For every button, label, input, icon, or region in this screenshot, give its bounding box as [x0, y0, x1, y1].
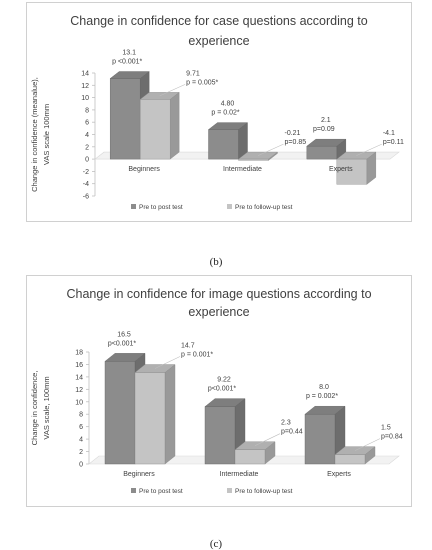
x-category-label: Intermediate [223, 166, 262, 173]
data-label-leader [257, 143, 284, 156]
legend-swatch [227, 204, 232, 209]
y-tick-label: 6 [85, 120, 89, 127]
y-tick-label: 0 [79, 462, 83, 469]
y-tick-label: 14 [75, 374, 83, 381]
x-category-label: Experts [329, 166, 353, 173]
y-tick-label: 6 [79, 424, 83, 431]
legend-label: Pre to post test [139, 488, 183, 495]
y-tick-label: -2 [83, 169, 89, 176]
y-tick-label: -4 [83, 181, 89, 188]
chart-title-line: experience [188, 305, 249, 319]
y-tick-label: -6 [83, 194, 89, 201]
data-label-value: 1.5 [381, 425, 391, 432]
bar-side-face [164, 364, 176, 465]
data-label-value: 14.7 [181, 343, 195, 350]
data-label-p: p <0.001* [112, 59, 142, 66]
data-label-value: 16.5 [117, 331, 131, 338]
y-tick-label: 12 [75, 387, 83, 394]
legend-swatch [131, 488, 136, 493]
y-tick-label: 10 [81, 95, 89, 102]
data-label-p: p=0.85 [285, 139, 307, 146]
x-category-label: Beginners [128, 166, 160, 173]
chart-b-svg: Change in confidence for case questions … [30, 14, 404, 211]
data-label-value: 9.71 [186, 70, 200, 77]
y-tick-label: 4 [79, 437, 83, 444]
data-label-p: p = 0.005* [186, 79, 218, 86]
y-tick-label: 12 [81, 83, 89, 90]
legend-label: Pre to follow-up test [235, 488, 293, 495]
chart-panel-b: Change in confidence for case questions … [26, 2, 412, 222]
legend-swatch [227, 488, 232, 493]
y-axis-label-line: VAS scale 100mm [42, 104, 51, 165]
y-tick-label: 4 [85, 132, 89, 139]
data-label-value: 4.80 [221, 101, 235, 108]
y-tick-label: 10 [75, 399, 83, 406]
y-tick-label: 8 [85, 107, 89, 114]
data-label-p: p<0.001* [108, 340, 136, 347]
y-tick-label: 2 [79, 449, 83, 456]
y-axis-label-line: VAS scale, 100mm [42, 376, 51, 439]
bar [304, 414, 336, 465]
bar [134, 372, 166, 465]
bar [104, 361, 136, 465]
y-axis-label-line: Change in confidence (meanalue), [30, 77, 39, 192]
data-label-p: p = 0.02* [211, 110, 239, 117]
y-tick-label: 14 [81, 71, 89, 78]
data-label-value: 9.22 [217, 377, 231, 384]
x-category-label: Beginners [123, 471, 155, 478]
x-category-label: Experts [327, 471, 351, 478]
bar [238, 158, 269, 161]
data-label-value: -4.1 [383, 130, 395, 137]
legend-label: Pre to post test [139, 204, 183, 211]
data-label-p: p<0.001* [208, 386, 236, 393]
data-label-leader [356, 143, 382, 156]
chart-title-line: experience [188, 34, 249, 48]
panel-label-b: (b) [209, 256, 223, 268]
panel-label-c: (c) [209, 538, 223, 550]
chart-title-line: Change in confidence for case questions … [70, 14, 367, 28]
y-tick-label: 2 [85, 144, 89, 151]
data-label-p: p = 0.001* [181, 352, 213, 359]
data-label-value: 2.3 [281, 420, 291, 427]
bar-side-face [169, 91, 180, 160]
data-label-value: 13.1 [122, 50, 136, 57]
bar [306, 145, 338, 160]
bar [234, 449, 266, 465]
y-tick-label: 8 [79, 412, 83, 419]
chart-title-line: Change in confidence for image questions… [66, 287, 371, 301]
data-label-leader [354, 438, 381, 451]
data-label-p: p = 0.002* [306, 393, 338, 400]
data-label-value: 2.1 [321, 117, 331, 124]
data-label-p: p=0.84 [381, 434, 403, 441]
bar [109, 78, 141, 160]
data-label-value: 8.0 [319, 384, 329, 391]
data-label-leader [254, 433, 281, 446]
data-label-p: p=0.09 [313, 126, 335, 133]
chart-c-svg: Change in confidence for image questions… [30, 287, 403, 495]
legend-swatch [131, 204, 136, 209]
y-axis-label-line: Change in confidence, [30, 371, 39, 446]
data-label-value: -0.21 [285, 130, 301, 137]
bar [208, 129, 239, 160]
y-tick-label: 16 [75, 362, 83, 369]
data-label-p: p=0.44 [281, 429, 303, 436]
bar [334, 454, 366, 465]
bar [336, 158, 368, 185]
x-category-label: Intermediate [220, 471, 259, 478]
data-label-leader [159, 84, 186, 97]
data-label-leader [154, 356, 181, 369]
bar [204, 406, 236, 465]
bar [139, 99, 171, 160]
y-tick-label: 0 [85, 157, 89, 164]
chart-panel-c: Change in confidence for image questions… [26, 275, 412, 507]
data-label-p: p=0.11 [383, 139, 404, 146]
y-tick-label: 18 [75, 350, 83, 357]
legend-label: Pre to follow-up test [235, 204, 293, 211]
